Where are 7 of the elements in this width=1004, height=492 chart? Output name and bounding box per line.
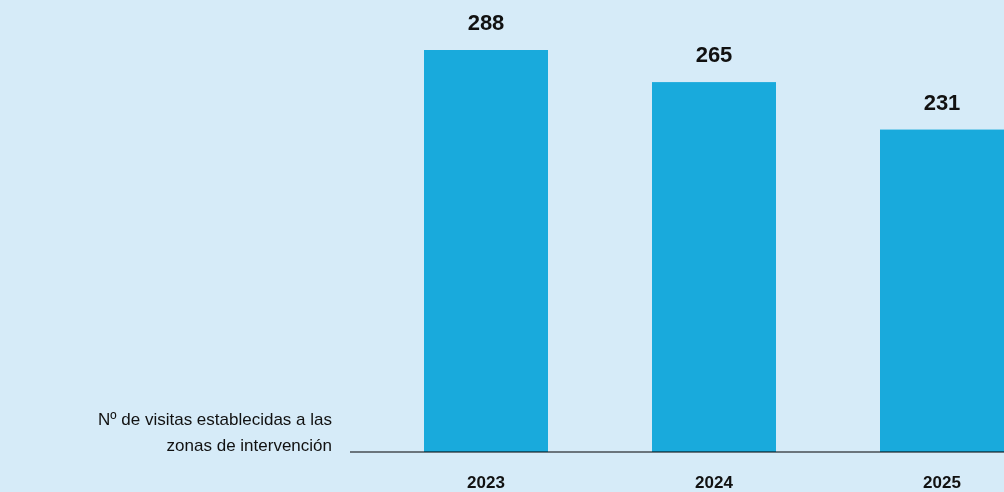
x-tick-label: 2024 (695, 473, 734, 492)
x-tick-label: 2023 (467, 473, 505, 492)
y-axis-title: Nº de visitas establecidas a las zonas de intervención (98, 410, 332, 455)
data-label: 231 (923, 89, 961, 115)
x-tick-label: 2025 (923, 473, 961, 492)
data-label: 265 (695, 42, 733, 68)
data-label: 288 (467, 10, 505, 35)
